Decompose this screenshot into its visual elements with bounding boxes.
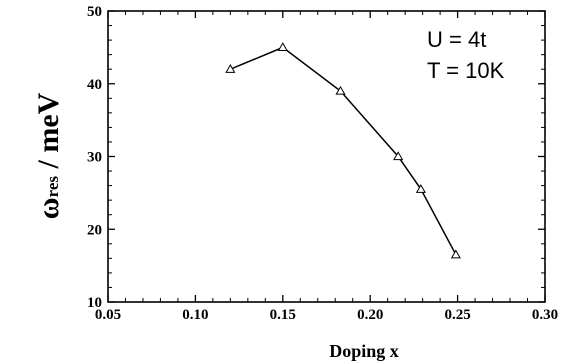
data-point xyxy=(393,151,404,161)
series xyxy=(225,42,461,259)
series-line xyxy=(230,46,457,256)
y-tick-label: 30 xyxy=(87,150,102,166)
y-axis-subscript: res xyxy=(43,176,62,198)
annotation-t: T = 10K xyxy=(427,58,505,83)
x-tick-label: 0.05 xyxy=(95,307,121,323)
y-axis-label: ωres / meV xyxy=(32,92,65,219)
y-tick-label: 50 xyxy=(87,4,102,20)
ticks: 0.05 0.10 0.15 0.20 0.25 0.30 10 20 30 40 50 xyxy=(87,4,558,323)
x-tick-label: 0.25 xyxy=(444,307,470,323)
y-tick-label: 20 xyxy=(87,222,102,238)
data-point xyxy=(225,63,236,73)
y-axis-unit: / meV xyxy=(32,92,65,176)
y-tick-label: 40 xyxy=(87,77,102,93)
x-tick-label: 0.20 xyxy=(357,307,383,323)
plot-frame xyxy=(107,10,546,303)
annotation-u: U = 4t xyxy=(427,27,486,52)
x-tick-label: 0.30 xyxy=(532,307,558,323)
data-point xyxy=(415,184,426,193)
y-tick-label: 10 xyxy=(87,295,102,311)
x-tick-label: 0.15 xyxy=(270,307,296,323)
axes xyxy=(107,10,546,303)
x-axis-label: Doping x xyxy=(329,341,399,361)
x-tick-label: 0.10 xyxy=(182,307,208,323)
y-axis-symbol: ω xyxy=(32,197,65,219)
data-point xyxy=(335,85,346,95)
data-point xyxy=(277,42,288,52)
data-point xyxy=(450,249,461,259)
